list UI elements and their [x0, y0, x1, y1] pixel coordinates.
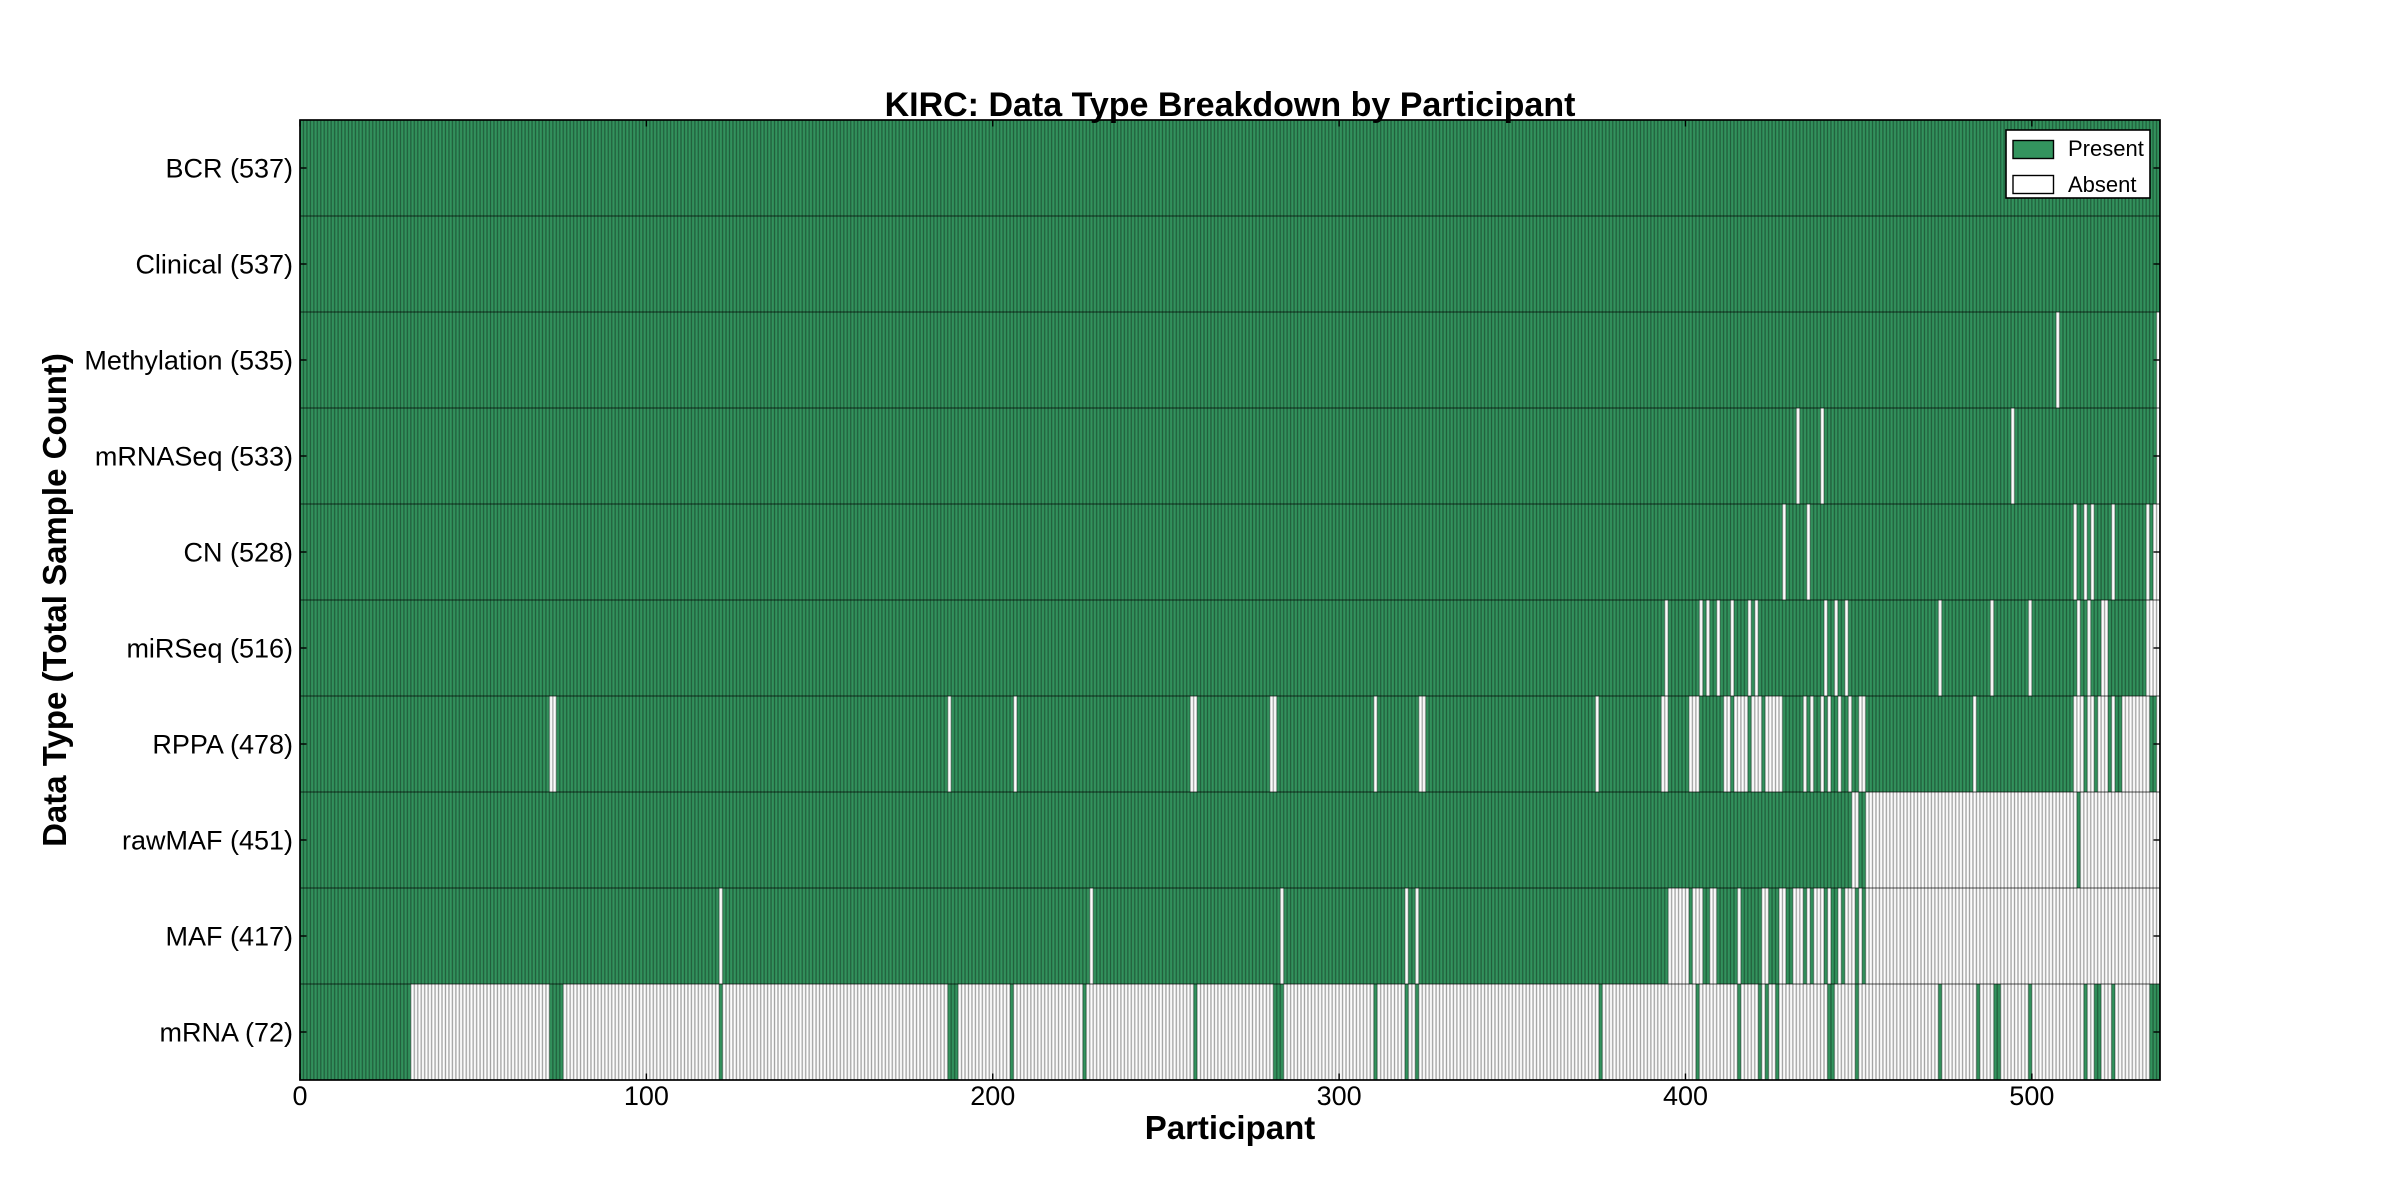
- svg-text:Participant: Participant: [1145, 1109, 1316, 1146]
- svg-text:RPPA (478): RPPA (478): [152, 730, 293, 760]
- svg-text:BCR (537): BCR (537): [165, 154, 293, 184]
- svg-text:mRNA (72): mRNA (72): [159, 1018, 293, 1048]
- svg-text:Absent: Absent: [2068, 172, 2137, 197]
- svg-text:400: 400: [1663, 1081, 1708, 1111]
- svg-text:miRSeq (516): miRSeq (516): [126, 634, 293, 664]
- svg-text:200: 200: [970, 1081, 1015, 1111]
- svg-text:Methylation (535): Methylation (535): [84, 346, 293, 376]
- svg-text:MAF (417): MAF (417): [165, 922, 293, 952]
- svg-text:rawMAF (451): rawMAF (451): [122, 826, 293, 856]
- svg-text:500: 500: [2009, 1081, 2054, 1111]
- svg-text:CN (528): CN (528): [183, 538, 293, 568]
- svg-text:0: 0: [292, 1081, 307, 1111]
- svg-text:100: 100: [624, 1081, 669, 1111]
- svg-text:300: 300: [1317, 1081, 1362, 1111]
- svg-text:KIRC: Data Type Breakdown by P: KIRC: Data Type Breakdown by Participant: [885, 86, 1576, 124]
- svg-text:Present: Present: [2068, 136, 2144, 161]
- svg-text:Clinical (537): Clinical (537): [135, 250, 293, 280]
- svg-text:mRNASeq (533): mRNASeq (533): [95, 442, 293, 472]
- svg-text:Data Type (Total Sample Count): Data Type (Total Sample Count): [36, 353, 73, 847]
